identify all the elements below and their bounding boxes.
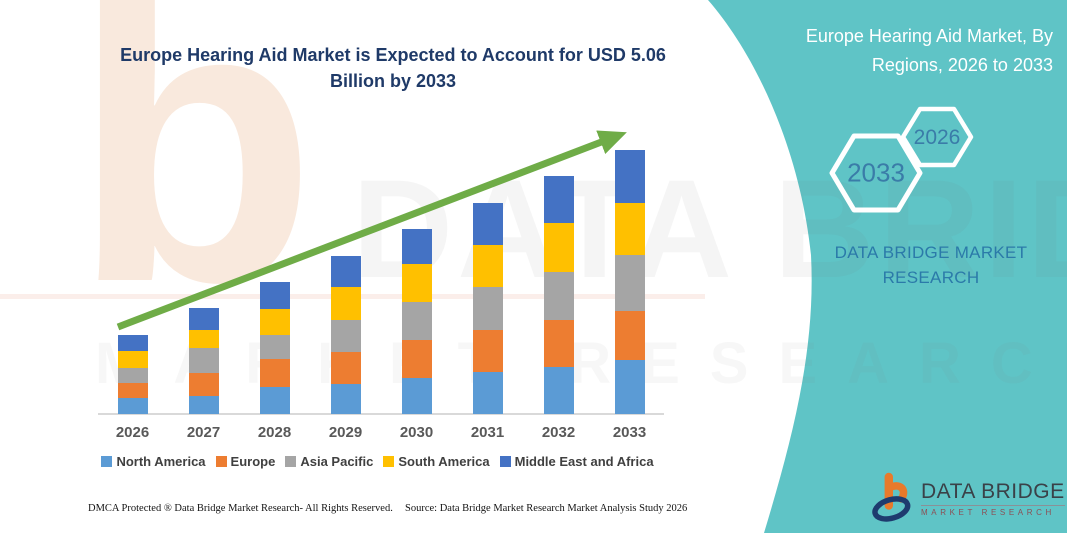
bar-2031 — [472, 203, 503, 414]
segment-south-america — [330, 286, 361, 320]
segment-north-america — [117, 398, 148, 414]
hexagon-label-2026: 2026 — [914, 126, 961, 149]
segment-europe — [330, 351, 361, 385]
panel-heading: Europe Hearing Aid Market, By Regions, 2… — [805, 26, 1053, 75]
segment-south-america — [614, 202, 645, 256]
segment-europe — [401, 340, 432, 378]
x-label-2030: 2030 — [399, 424, 434, 441]
hexagon-label-2033: 2033 — [847, 158, 905, 188]
logo-tagline: MARKET RESEARCH — [921, 507, 1055, 517]
segment-asia-pacific — [401, 302, 432, 341]
legend-label: South America — [398, 454, 490, 469]
segment-asia-pacific — [614, 255, 645, 311]
segment-south-america — [543, 223, 574, 273]
legend-item-south-america: South America — [383, 454, 490, 469]
chart-legend: North America Europe Asia Pacific South Ame… — [85, 454, 670, 469]
segment-europe — [614, 310, 645, 360]
data-bridge-logo: DATA BRIDGE MARKET RESEARCH — [872, 472, 1065, 524]
legend-item-asia-pacific: Asia Pacific — [285, 454, 373, 469]
segment-europe — [117, 382, 148, 399]
segment-middle-east-and-africa — [330, 256, 361, 287]
legend-label: Middle East and Africa — [514, 454, 654, 469]
hexagon-2033 — [829, 133, 923, 213]
legend-swatch — [101, 456, 113, 467]
legend-item-middle-east-and-africa: Middle East and Africa — [499, 454, 654, 469]
segment-middle-east-and-africa — [614, 150, 645, 203]
segment-middle-east-and-africa — [543, 176, 574, 224]
hexagon-2026 — [900, 106, 974, 168]
segment-middle-east-and-africa — [259, 282, 290, 309]
segment-asia-pacific — [188, 347, 219, 374]
bar-2033 — [614, 150, 645, 414]
bar-2027 — [188, 307, 219, 414]
segment-asia-pacific — [472, 287, 503, 331]
bar-2032 — [543, 176, 574, 414]
footer-source: Source: Data Bridge Market Research Mark… — [405, 503, 688, 514]
segment-north-america — [472, 372, 503, 414]
segment-south-america — [472, 245, 503, 288]
chart-title: Europe Hearing Aid Market is Expected to… — [120, 45, 666, 91]
segment-south-america — [401, 264, 432, 303]
bar-2030 — [401, 229, 432, 414]
segment-middle-east-and-africa — [401, 229, 432, 265]
x-label-2029: 2029 — [328, 424, 363, 441]
x-label-2033: 2033 — [612, 424, 647, 441]
segment-middle-east-and-africa — [188, 307, 219, 330]
legend-item-north-america: North America — [101, 454, 206, 469]
trend-arrow — [116, 130, 627, 331]
segment-europe — [259, 359, 290, 387]
segment-middle-east-and-africa — [117, 334, 148, 352]
segment-south-america — [188, 329, 219, 348]
x-axis-line — [98, 413, 664, 415]
segment-north-america — [543, 366, 574, 414]
logo-texts: DATA BRIDGE MARKET RESEARCH — [921, 480, 1065, 517]
legend-swatch — [499, 456, 511, 467]
watermark-brand-row: DATA BRIDGE — [352, 150, 1067, 307]
watermark-tagline-row: MARKET RESEARCH — [95, 331, 1067, 396]
segment-europe — [543, 319, 574, 367]
segment-north-america — [401, 377, 432, 414]
legend-label: Asia Pacific — [300, 454, 374, 469]
legend-label: Europe — [230, 454, 276, 469]
segment-europe — [472, 330, 503, 373]
segment-asia-pacific — [259, 335, 290, 360]
segment-north-america — [614, 359, 645, 414]
segment-south-america — [259, 308, 290, 336]
x-label-2027: 2027 — [186, 424, 221, 441]
panel-brand-text: DATA BRIDGE MARKET RESEARCH — [834, 243, 1028, 287]
logo-b-icon — [872, 472, 911, 522]
teal-panel-shape — [708, 0, 1067, 533]
logo-name: DATA BRIDGE — [921, 480, 1065, 506]
bar-2026 — [117, 334, 148, 414]
legend-swatch — [285, 456, 297, 467]
x-label-2031: 2031 — [470, 424, 505, 441]
footer-dmca: DMCA Protected ® Data Bridge Market Rese… — [88, 503, 393, 514]
segment-north-america — [330, 384, 361, 414]
x-label-2028: 2028 — [257, 424, 292, 441]
segment-north-america — [188, 395, 219, 414]
segment-asia-pacific — [330, 319, 361, 352]
legend-swatch — [383, 456, 395, 467]
segment-europe — [188, 373, 219, 396]
segment-asia-pacific — [543, 272, 574, 320]
segment-asia-pacific — [117, 368, 148, 383]
x-label-2032: 2032 — [541, 424, 576, 441]
segment-middle-east-and-africa — [472, 203, 503, 246]
segment-south-america — [117, 351, 148, 369]
x-label-2026: 2026 — [115, 424, 150, 441]
legend-swatch — [215, 456, 227, 467]
legend-label: North America — [116, 454, 206, 469]
bar-2029 — [330, 256, 361, 414]
legend-item-europe: Europe — [215, 454, 276, 469]
bar-2028 — [259, 282, 290, 414]
segment-north-america — [259, 387, 290, 414]
